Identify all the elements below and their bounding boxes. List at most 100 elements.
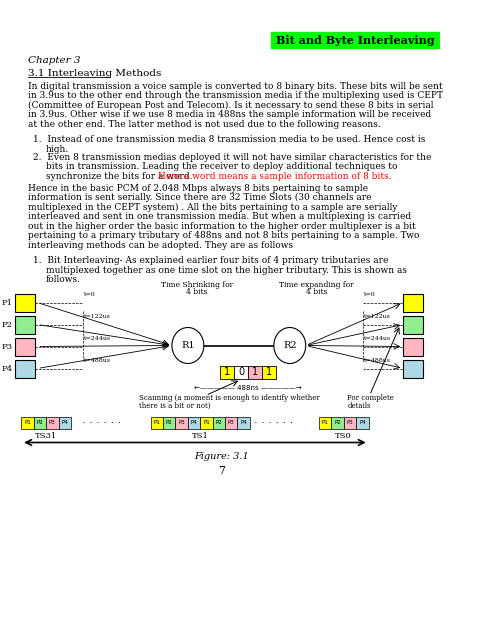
Text: 1.  Instead of one transmission media 8 transmission media to be used. Hence cos: 1. Instead of one transmission media 8 t… bbox=[33, 135, 425, 144]
Text: there is a bit or not): there is a bit or not) bbox=[139, 401, 211, 410]
Text: In digital transmission a voice sample is converted to 8 binary bits. These bits: In digital transmission a voice sample i… bbox=[28, 81, 443, 90]
Text: TS1: TS1 bbox=[192, 431, 209, 440]
Text: P2: P2 bbox=[37, 420, 43, 425]
Bar bbox=[238, 417, 250, 429]
Text: TS31: TS31 bbox=[35, 431, 57, 440]
Bar bbox=[58, 417, 71, 429]
Bar bbox=[220, 365, 234, 378]
Bar bbox=[403, 360, 423, 378]
Text: P4: P4 bbox=[240, 420, 247, 425]
Text: t=0: t=0 bbox=[364, 292, 376, 297]
Text: interleaving methods can be adopted. They are as follows: interleaving methods can be adopted. The… bbox=[28, 241, 294, 250]
Text: R2: R2 bbox=[283, 341, 297, 350]
Text: P3: P3 bbox=[346, 420, 353, 425]
Text: P2: P2 bbox=[215, 420, 222, 425]
Text: P3: P3 bbox=[228, 420, 235, 425]
Text: 1.  Bit Interleaving- As explained earlier four bits of 4 primary tributaries ar: 1. Bit Interleaving- As explained earlie… bbox=[33, 256, 388, 265]
Bar bbox=[15, 294, 35, 312]
Text: bits in transmission. Leading the receiver to deploy additional techniques to: bits in transmission. Leading the receiv… bbox=[46, 162, 397, 171]
Text: t=122us: t=122us bbox=[364, 314, 391, 319]
Text: 1: 1 bbox=[224, 367, 230, 377]
Text: synchronize the bits for a word.: synchronize the bits for a word. bbox=[46, 172, 196, 180]
Text: (Committee of European Post and Telecom). Is it necessary to send these 8 bits i: (Committee of European Post and Telecom)… bbox=[28, 100, 434, 109]
Text: 1: 1 bbox=[252, 367, 258, 377]
Text: P2: P2 bbox=[334, 420, 341, 425]
Text: 4 bits: 4 bits bbox=[186, 287, 207, 296]
Text: t=488us: t=488us bbox=[84, 358, 111, 363]
Text: TS0: TS0 bbox=[336, 431, 352, 440]
Text: P3: P3 bbox=[49, 420, 56, 425]
Bar bbox=[163, 417, 175, 429]
Bar bbox=[175, 417, 188, 429]
Text: interleaved and sent in one transmission media. But when a multiplexing is carri: interleaved and sent in one transmission… bbox=[28, 212, 411, 221]
Bar bbox=[15, 337, 35, 355]
Text: P1: P1 bbox=[24, 420, 31, 425]
Text: high.: high. bbox=[46, 145, 69, 154]
Bar bbox=[271, 32, 441, 48]
Circle shape bbox=[274, 328, 306, 364]
Text: t=488us: t=488us bbox=[364, 358, 391, 363]
Text: multiplexed in the CEPT system) . All the bits pertaining to a sample are serial: multiplexed in the CEPT system) . All th… bbox=[28, 202, 398, 212]
Bar bbox=[213, 417, 225, 429]
Text: multiplexed together as one time slot on the higher tributary. This is shown as: multiplexed together as one time slot on… bbox=[46, 266, 407, 275]
Text: follows.: follows. bbox=[46, 275, 81, 284]
Text: For complete: For complete bbox=[347, 394, 394, 403]
Bar bbox=[234, 365, 248, 378]
Text: · · · · · ·: · · · · · · bbox=[82, 417, 121, 428]
Bar bbox=[356, 417, 369, 429]
Text: Hence in the basic PCM of 2.048 Mbps always 8 bits pertaining to sample: Hence in the basic PCM of 2.048 Mbps alw… bbox=[28, 184, 368, 193]
Bar bbox=[262, 365, 277, 378]
Text: 1: 1 bbox=[266, 367, 272, 377]
Bar bbox=[150, 417, 163, 429]
Text: Scanning (a moment is enough to identify whether: Scanning (a moment is enough to identify… bbox=[139, 394, 320, 403]
Text: Time expanding for: Time expanding for bbox=[279, 280, 353, 289]
Text: t=0: t=0 bbox=[84, 292, 96, 297]
Text: pertaining to a primary tributary of 488ns and not 8 bits pertaining to a sample: pertaining to a primary tributary of 488… bbox=[28, 231, 420, 240]
Bar bbox=[319, 417, 331, 429]
Text: t=244us: t=244us bbox=[364, 336, 392, 341]
Text: Time Shrinking for: Time Shrinking for bbox=[161, 280, 233, 289]
Bar bbox=[403, 294, 423, 312]
Text: in 3.9us. Other wise if we use 8 media in 488ns the sample information will be r: in 3.9us. Other wise if we use 8 media i… bbox=[28, 110, 432, 119]
Text: in 3.9us to the other end through the transmission media if the multiplexing use: in 3.9us to the other end through the tr… bbox=[28, 91, 444, 100]
Bar bbox=[200, 417, 213, 429]
Text: 2.  Even 8 transmission medias deployed it will not have similar characteristics: 2. Even 8 transmission medias deployed i… bbox=[33, 152, 431, 161]
Text: 3.1 Interleaving Methods: 3.1 Interleaving Methods bbox=[28, 68, 162, 77]
Text: P4: P4 bbox=[191, 420, 198, 425]
Text: P3: P3 bbox=[1, 342, 12, 351]
Bar bbox=[188, 417, 200, 429]
Text: Here a word means a sample information of 8 bits.: Here a word means a sample information o… bbox=[158, 172, 392, 180]
Text: t=244us: t=244us bbox=[84, 336, 111, 341]
Bar bbox=[34, 417, 46, 429]
Bar bbox=[331, 417, 344, 429]
Bar bbox=[248, 365, 262, 378]
Bar bbox=[46, 417, 58, 429]
Text: P3: P3 bbox=[178, 420, 185, 425]
Bar bbox=[225, 417, 238, 429]
Text: ←————— 488ns —————→: ←————— 488ns —————→ bbox=[194, 385, 302, 390]
Text: P1: P1 bbox=[322, 420, 329, 425]
Bar bbox=[21, 417, 34, 429]
Text: P4: P4 bbox=[61, 420, 68, 425]
Text: P1: P1 bbox=[203, 420, 210, 425]
Bar bbox=[403, 316, 423, 333]
Circle shape bbox=[172, 328, 204, 364]
Text: at the other end. The latter method is not used due to the following reasons.: at the other end. The latter method is n… bbox=[28, 120, 381, 129]
Text: Chapter 3: Chapter 3 bbox=[28, 56, 81, 65]
Text: 4 bits: 4 bits bbox=[305, 287, 327, 296]
Bar bbox=[403, 337, 423, 355]
Text: Figure: 3.1: Figure: 3.1 bbox=[194, 452, 249, 461]
Bar bbox=[15, 360, 35, 378]
Text: details: details bbox=[347, 401, 371, 410]
Bar bbox=[15, 316, 35, 333]
Text: 0: 0 bbox=[238, 367, 244, 377]
Text: P2: P2 bbox=[166, 420, 173, 425]
Text: 7: 7 bbox=[218, 465, 225, 476]
Text: out in the higher order the basic information to the higher order multiplexer is: out in the higher order the basic inform… bbox=[28, 221, 416, 230]
Text: P1: P1 bbox=[1, 298, 12, 307]
Text: P2: P2 bbox=[1, 321, 12, 328]
Bar bbox=[344, 417, 356, 429]
Text: Bit and Byte Interleaving: Bit and Byte Interleaving bbox=[276, 35, 435, 45]
Text: t=122us: t=122us bbox=[84, 314, 111, 319]
Text: P4: P4 bbox=[1, 365, 12, 372]
